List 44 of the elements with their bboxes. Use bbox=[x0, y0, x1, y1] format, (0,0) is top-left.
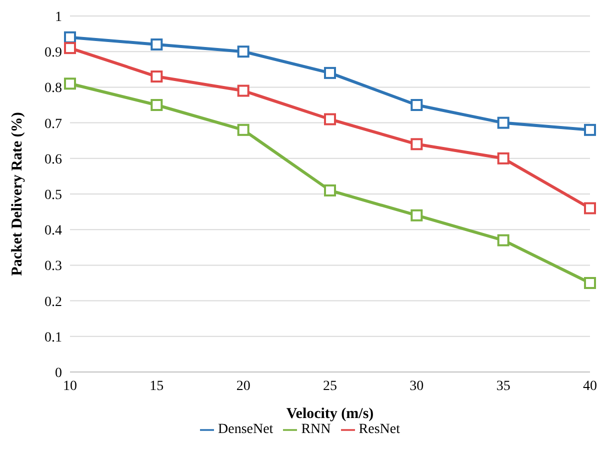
point bbox=[237, 124, 250, 136]
y-tick-label: 0.5 bbox=[44, 188, 62, 203]
x-axis-title: Velocity (m/s) bbox=[286, 406, 374, 422]
point bbox=[64, 42, 76, 54]
point bbox=[410, 209, 423, 222]
point bbox=[410, 99, 423, 111]
y-tick-label: 0 bbox=[55, 366, 62, 381]
legend-label: ResNet bbox=[358, 422, 400, 437]
y-tick-label: 0.8 bbox=[44, 81, 62, 96]
y-tick-label: 0.2 bbox=[44, 294, 62, 310]
point bbox=[150, 99, 163, 111]
point bbox=[497, 152, 510, 164]
point bbox=[237, 84, 250, 97]
legend-label: DenseNet bbox=[218, 422, 274, 437]
x-tick-label: 30 bbox=[410, 378, 424, 394]
y-tick-label: 0.3 bbox=[44, 259, 62, 274]
x-tick-label: 35 bbox=[496, 378, 510, 394]
point bbox=[64, 31, 76, 44]
point bbox=[324, 66, 336, 79]
x-tick-label: 15 bbox=[150, 378, 164, 394]
y-tick-label: 0.9 bbox=[44, 46, 62, 61]
x-tick-label: 25 bbox=[323, 378, 337, 394]
point bbox=[150, 38, 163, 50]
x-tick-label: 40 bbox=[583, 378, 597, 394]
point bbox=[150, 70, 163, 83]
x-tick-label: 10 bbox=[63, 378, 77, 394]
y-tick-label: 0.4 bbox=[44, 224, 62, 239]
point bbox=[584, 124, 596, 136]
point bbox=[324, 113, 336, 126]
y-tick-label: 0.1 bbox=[44, 330, 62, 346]
y-tick-label: 0.6 bbox=[44, 152, 62, 168]
point bbox=[410, 138, 423, 150]
point bbox=[584, 202, 596, 214]
y-tick-label: 1 bbox=[55, 10, 62, 25]
y-tick-label: 0.7 bbox=[44, 116, 62, 132]
y-axis-title: Packet Delivery Rate (%) bbox=[9, 112, 26, 276]
point bbox=[237, 46, 250, 58]
point bbox=[64, 78, 76, 90]
point bbox=[497, 116, 510, 129]
x-tick-label: 20 bbox=[236, 378, 250, 394]
point bbox=[497, 234, 510, 246]
point bbox=[584, 277, 596, 289]
legend-label: RNN bbox=[301, 422, 331, 437]
point bbox=[324, 184, 336, 196]
